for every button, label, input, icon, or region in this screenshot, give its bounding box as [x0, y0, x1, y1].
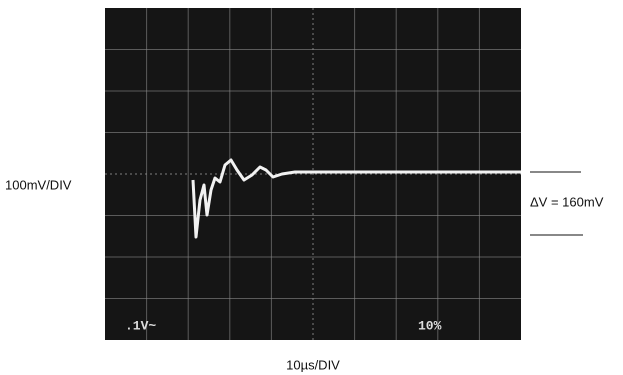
delta-label: ΔV = 160mV [530, 194, 604, 209]
vertical-scale-label: 100mV/DIV [5, 177, 72, 192]
oscilloscope-figure: .1V~ 10% 100mV/DIV 10µs/DIV ΔV = 160mV [0, 0, 623, 375]
horizontal-scale-label: 10µs/DIV [286, 357, 340, 372]
screen-readout: 10% [418, 318, 442, 333]
screen-readout: .1V~ [125, 318, 156, 333]
